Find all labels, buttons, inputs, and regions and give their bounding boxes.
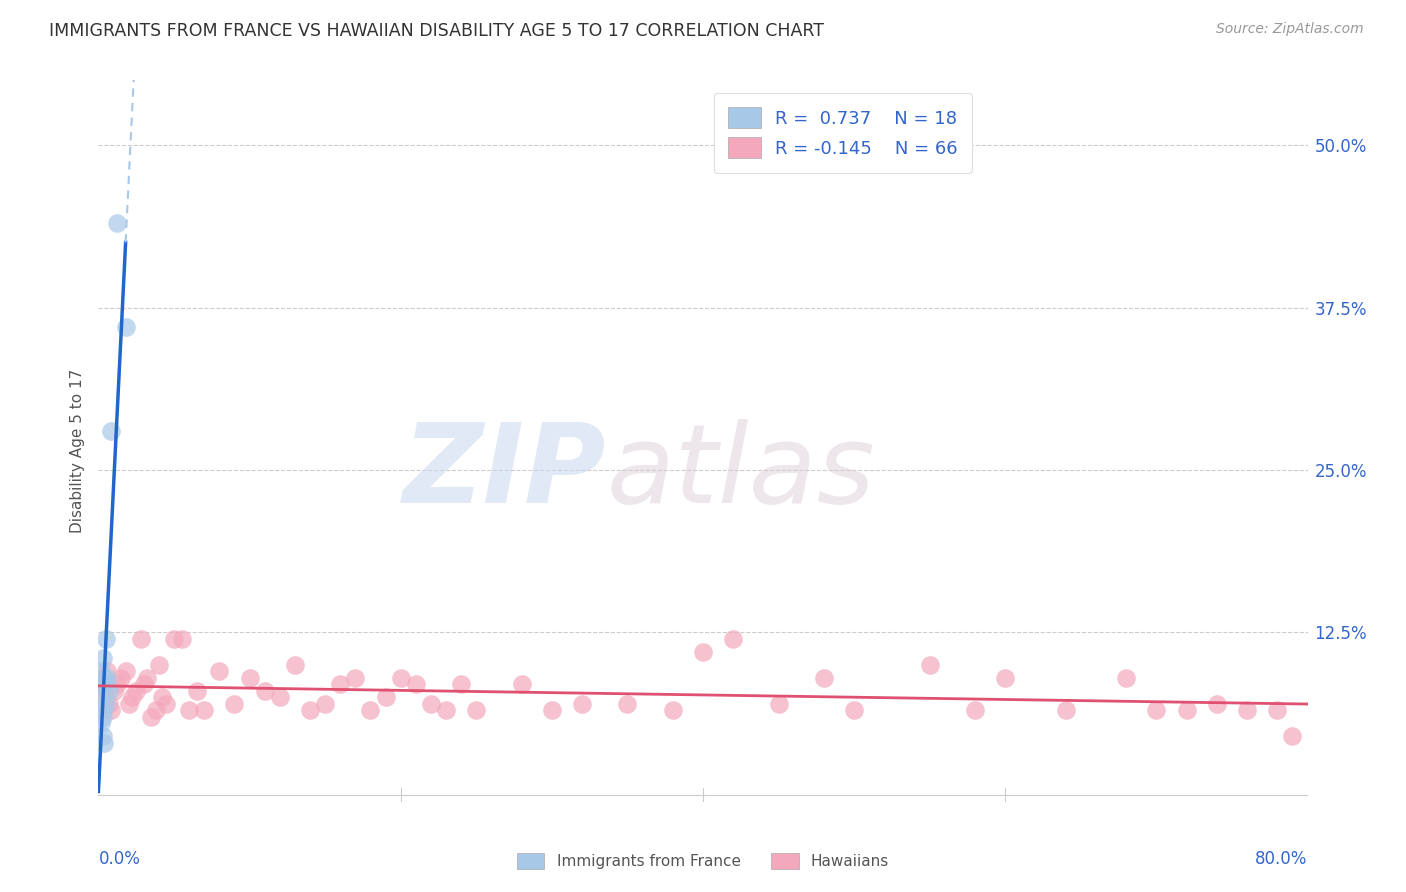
Point: [299, 703, 322, 717]
Point: [141, 710, 163, 724]
Point: [314, 697, 336, 711]
Point: [360, 703, 382, 717]
Point: [179, 703, 201, 717]
Point: [1281, 729, 1303, 743]
Point: [121, 690, 143, 705]
Point: [90, 690, 112, 705]
Point: [114, 320, 136, 334]
Point: [692, 645, 714, 659]
Point: [918, 657, 941, 672]
Point: [90, 677, 112, 691]
Point: [105, 677, 128, 691]
Point: [208, 665, 231, 679]
Legend: R =  0.737    N = 18, R = -0.145    N = 66: R = 0.737 N = 18, R = -0.145 N = 66: [714, 93, 972, 173]
Point: [91, 710, 114, 724]
Point: [768, 697, 790, 711]
Point: [405, 677, 427, 691]
Point: [110, 671, 132, 685]
Point: [105, 216, 128, 230]
Legend: Immigrants from France, Hawaiians: Immigrants from France, Hawaiians: [510, 847, 896, 875]
Point: [329, 677, 352, 691]
Point: [1236, 703, 1258, 717]
Point: [510, 677, 533, 691]
Point: [994, 671, 1017, 685]
Point: [344, 671, 367, 685]
Point: [434, 703, 457, 717]
Point: [616, 697, 638, 711]
Point: [163, 632, 186, 646]
Point: [98, 683, 121, 698]
Point: [100, 424, 122, 438]
Text: Source: ZipAtlas.com: Source: ZipAtlas.com: [1216, 22, 1364, 37]
Point: [103, 683, 125, 698]
Point: [965, 703, 987, 717]
Point: [135, 671, 157, 685]
Point: [1206, 697, 1229, 711]
Point: [253, 683, 276, 698]
Point: [224, 697, 246, 711]
Point: [269, 690, 291, 705]
Point: [94, 683, 117, 698]
Point: [571, 697, 593, 711]
Point: [374, 690, 396, 705]
Point: [1054, 703, 1077, 717]
Point: [100, 703, 122, 717]
Point: [114, 665, 136, 679]
Point: [91, 671, 114, 685]
Point: [813, 671, 835, 685]
Point: [186, 683, 208, 698]
Point: [91, 703, 114, 717]
Point: [1267, 703, 1289, 717]
Point: [94, 677, 117, 691]
Point: [96, 671, 118, 685]
Point: [94, 697, 117, 711]
Point: [540, 703, 562, 717]
Point: [93, 690, 115, 705]
Point: [193, 703, 215, 717]
Point: [844, 703, 866, 717]
Text: IMMIGRANTS FROM FRANCE VS HAWAIIAN DISABILITY AGE 5 TO 17 CORRELATION CHART: IMMIGRANTS FROM FRANCE VS HAWAIIAN DISAB…: [49, 22, 824, 40]
Point: [93, 736, 115, 750]
Point: [389, 671, 412, 685]
Point: [129, 632, 152, 646]
Point: [90, 677, 112, 691]
Text: 80.0%: 80.0%: [1256, 850, 1308, 868]
Point: [723, 632, 745, 646]
Point: [170, 632, 193, 646]
Point: [90, 716, 112, 731]
Point: [93, 671, 115, 685]
Point: [150, 690, 173, 705]
Point: [1146, 703, 1168, 717]
Point: [132, 677, 155, 691]
Point: [148, 657, 170, 672]
Point: [239, 671, 262, 685]
Point: [145, 703, 167, 717]
Point: [420, 697, 443, 711]
Point: [94, 632, 117, 646]
Text: atlas: atlas: [606, 419, 875, 526]
Point: [91, 651, 114, 665]
Y-axis label: Disability Age 5 to 17: Disability Age 5 to 17: [69, 368, 84, 533]
Point: [284, 657, 307, 672]
Point: [465, 703, 488, 717]
Point: [98, 697, 121, 711]
Text: ZIP: ZIP: [402, 419, 606, 526]
Point: [1115, 671, 1137, 685]
Point: [118, 697, 141, 711]
Point: [91, 729, 114, 743]
Point: [125, 683, 148, 698]
Point: [661, 703, 683, 717]
Point: [450, 677, 472, 691]
Point: [96, 665, 118, 679]
Point: [1175, 703, 1198, 717]
Point: [90, 665, 112, 679]
Text: 0.0%: 0.0%: [98, 850, 141, 868]
Point: [155, 697, 177, 711]
